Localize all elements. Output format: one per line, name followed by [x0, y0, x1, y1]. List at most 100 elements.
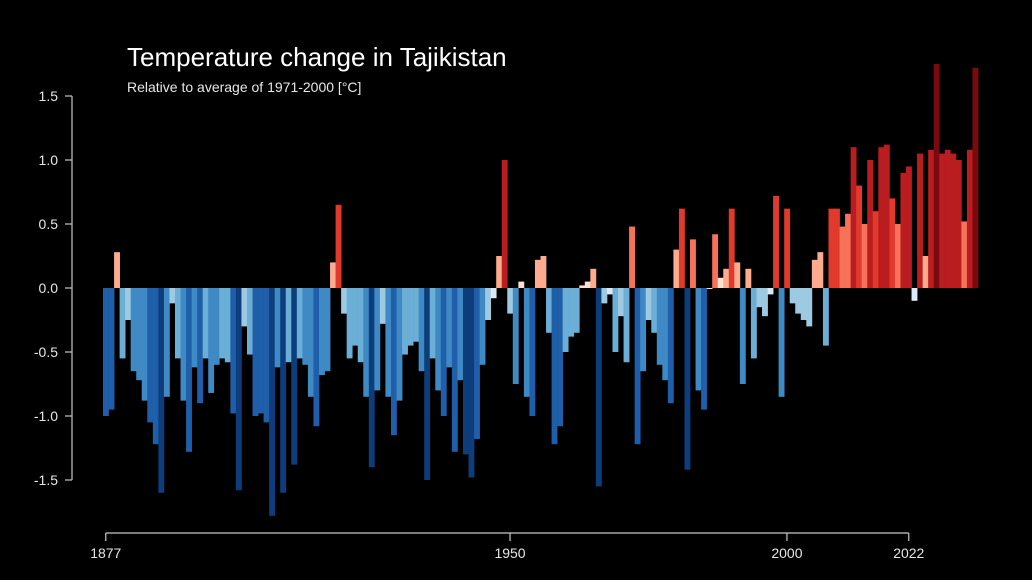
- bar-1906: [263, 288, 270, 423]
- bar-1941: [457, 288, 464, 381]
- bar-1900: [230, 288, 237, 414]
- bar-1942: [462, 288, 469, 455]
- bar-1957: [546, 288, 552, 333]
- bar-1887: [158, 288, 165, 493]
- bar-1985: [701, 288, 707, 410]
- bar-1934: [418, 288, 425, 372]
- bar-2018: [883, 144, 890, 288]
- x-tick-label: 1877: [90, 545, 121, 561]
- bar-2014: [861, 224, 868, 288]
- bar-1905: [258, 288, 264, 414]
- bar-2001: [789, 288, 796, 304]
- bar-2002: [795, 288, 802, 314]
- bar-1984: [695, 288, 702, 391]
- bar-1991: [734, 262, 741, 288]
- bar-1909: [280, 288, 287, 493]
- bar-1925: [368, 288, 375, 468]
- bar-1910: [285, 288, 292, 363]
- y-tick-label: 0.0: [39, 280, 59, 296]
- bar-1924: [363, 288, 370, 397]
- bar-1973: [634, 288, 641, 445]
- bar-2008: [828, 208, 835, 288]
- bar-1920: [341, 288, 348, 314]
- bar-1931: [402, 288, 408, 355]
- bar-1964: [584, 281, 591, 288]
- bar-1993: [745, 268, 752, 288]
- bar-1929: [390, 288, 397, 436]
- bar-1988: [717, 277, 724, 288]
- bar-2016: [872, 211, 879, 288]
- y-tick-label: 0.5: [39, 216, 59, 232]
- bar-2006: [817, 252, 824, 288]
- bar-2032: [961, 221, 968, 288]
- bar-2024: [917, 153, 923, 288]
- bar-2010: [839, 226, 846, 288]
- bar-1886: [152, 288, 159, 445]
- bar-1915: [313, 288, 320, 427]
- bar-1982: [684, 288, 691, 470]
- bar-1967: [601, 288, 608, 304]
- bar-2012: [850, 147, 857, 288]
- x-tick-label: 1950: [494, 545, 525, 561]
- bar-1911: [291, 288, 298, 465]
- bar-2031: [955, 160, 962, 288]
- bar-1978: [662, 288, 669, 381]
- bar-2021: [900, 172, 907, 288]
- bar-2023: [911, 288, 918, 301]
- bar-1885: [147, 288, 154, 423]
- bar-2009: [834, 208, 840, 288]
- bar-1884: [141, 288, 148, 401]
- bar-1946: [485, 288, 492, 320]
- bar-1883: [136, 288, 143, 381]
- bar-1938: [440, 288, 447, 416]
- bar-1914: [307, 288, 314, 397]
- bar-1902: [241, 288, 248, 327]
- bar-2000: [784, 208, 791, 288]
- bar-1966: [595, 288, 602, 487]
- bar-1948: [496, 256, 503, 288]
- bar-2022: [906, 166, 912, 288]
- bar-1936: [429, 288, 436, 359]
- bar-2020: [894, 224, 901, 288]
- bar-1932: [407, 288, 414, 346]
- x-tick-label: 2000: [771, 545, 802, 561]
- bar-2013: [856, 185, 863, 288]
- bar-1904: [252, 288, 259, 416]
- bar-1963: [579, 285, 586, 288]
- bar-1980: [673, 249, 680, 288]
- bar-1913: [302, 288, 309, 365]
- bar-1994: [750, 288, 757, 359]
- bar-1965: [590, 268, 597, 288]
- bar-1917: [324, 288, 331, 372]
- bar-1997: [767, 288, 774, 295]
- bar-1888: [163, 288, 170, 397]
- bar-2030: [950, 153, 957, 288]
- bar-1930: [396, 288, 403, 401]
- bar-1892: [186, 288, 192, 452]
- bar-1907: [269, 288, 276, 516]
- bar-1937: [435, 288, 442, 391]
- bar-1939: [446, 288, 453, 368]
- bar-1901: [235, 288, 242, 491]
- bar-1893: [191, 288, 198, 368]
- bar-2011: [845, 213, 851, 288]
- bar-1954: [529, 288, 536, 416]
- bar-1971: [623, 288, 630, 363]
- chart-subtitle: Relative to average of 1971-2000 [°C]: [127, 79, 362, 95]
- bar-2007: [822, 288, 829, 346]
- bars-group: [103, 64, 979, 516]
- bar-1927: [379, 288, 386, 324]
- bar-1958: [551, 288, 558, 445]
- bar-2015: [867, 160, 874, 288]
- bar-2025: [922, 256, 929, 288]
- bar-1998: [773, 195, 779, 288]
- bar-1935: [424, 288, 431, 480]
- bar-1891: [180, 288, 187, 401]
- bar-1882: [130, 288, 137, 372]
- bar-1943: [468, 288, 475, 478]
- bar-2004: [806, 288, 813, 327]
- bar-1928: [385, 288, 392, 397]
- bar-1962: [573, 288, 580, 333]
- bar-1878: [108, 288, 115, 410]
- bar-1896: [208, 288, 215, 393]
